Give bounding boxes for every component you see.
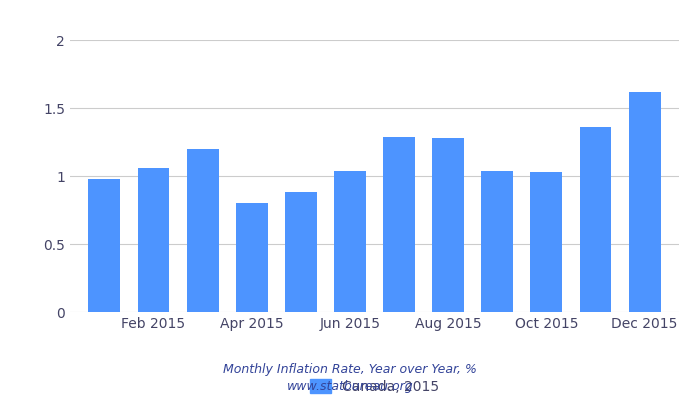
Bar — [187, 149, 218, 312]
Text: Monthly Inflation Rate, Year over Year, %: Monthly Inflation Rate, Year over Year, … — [223, 364, 477, 376]
Bar — [383, 136, 415, 312]
Bar — [432, 138, 464, 312]
Bar — [137, 168, 169, 312]
Bar — [236, 203, 267, 312]
Bar — [482, 170, 513, 312]
Bar — [88, 179, 120, 312]
Bar — [629, 92, 661, 312]
Bar — [531, 172, 562, 312]
Bar — [334, 170, 366, 312]
Bar — [285, 192, 317, 312]
Text: www.statbureau.org: www.statbureau.org — [287, 380, 413, 393]
Bar — [580, 127, 612, 312]
Legend: Canada, 2015: Canada, 2015 — [304, 373, 444, 399]
